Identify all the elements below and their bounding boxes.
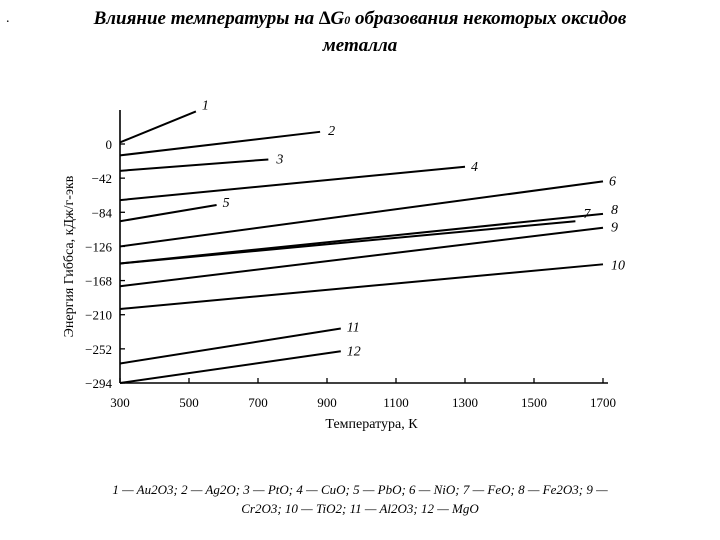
- x-tick-label-5: 1300: [452, 395, 478, 410]
- y-tick-label-1: −42: [92, 171, 112, 186]
- series-line-11: [119, 327, 341, 365]
- series-line-6: [119, 180, 604, 248]
- series-label-2: 2: [328, 124, 335, 139]
- y-tick-label-4: −168: [85, 274, 112, 289]
- series-line-3: [119, 158, 269, 172]
- y-tick-label-7: −294: [85, 376, 112, 391]
- caption-line-1: 1 — Au2O3; 2 — Ag2O; 3 — PtO; 4 — CuO; 5…: [112, 482, 608, 497]
- series-line-8: [119, 212, 604, 265]
- caption-line-2: Cr2O3; 10 — TiO2; 11 — Al2O3; 12 — MgO: [241, 501, 479, 516]
- series-line-5: [119, 203, 217, 223]
- x-tick-label-4: 1100: [383, 395, 409, 410]
- series-line-9: [119, 226, 604, 288]
- title-bullet: .: [6, 11, 10, 26]
- title-line-1: Влияние температуры на ∆G0 образования н…: [0, 6, 720, 33]
- series-label-6: 6: [609, 174, 616, 189]
- series-line-10: [119, 263, 604, 311]
- x-tick-label-1: 500: [179, 395, 199, 410]
- x-tick-label-3: 900: [317, 395, 337, 410]
- title-line-1-part-b: образования некоторых оксидов: [350, 8, 627, 29]
- x-tick-label-0: 300: [110, 395, 130, 410]
- x-tick-label-6: 1500: [521, 395, 547, 410]
- gibbs-energy-chart: 0 −42 −84 −126 −168 −210 −252 −294 300 500 700 900 1…: [62, 98, 625, 432]
- series-line-1: [119, 110, 197, 144]
- x-axis-label: Температура, К: [325, 417, 418, 432]
- y-tick-label-2: −84: [92, 205, 113, 220]
- series-label-11: 11: [347, 321, 360, 336]
- series-label-5: 5: [223, 196, 230, 211]
- y-axis-label: Энергия Гиббса, кДж/г-экв: [62, 175, 77, 337]
- series-label-8: 8: [611, 203, 618, 218]
- title-line-1-part-a: Влияние температуры на ∆G: [93, 8, 345, 29]
- series-label-12: 12: [347, 344, 361, 359]
- chart-caption: 1 — Au2O3; 2 — Ag2O; 3 — PtO; 4 — CuO; 5…: [40, 480, 680, 518]
- y-tick-label-3: −126: [85, 239, 112, 254]
- series-line-12: [119, 350, 341, 384]
- x-tick-label-2: 700: [248, 395, 268, 410]
- series-line-2: [119, 130, 321, 157]
- y-tick-label-0: 0: [106, 137, 113, 152]
- series-label-10: 10: [611, 258, 625, 273]
- series-label-1: 1: [202, 98, 209, 113]
- title-line-2: металла: [322, 35, 398, 56]
- y-tick-label-5: −210: [85, 308, 112, 323]
- x-tick-label-7: 1700: [590, 395, 616, 410]
- series-label-3: 3: [275, 152, 283, 167]
- title-line-1-subscript: 0: [344, 13, 351, 27]
- series-label-9: 9: [611, 221, 618, 236]
- chart-title: . Влияние температуры на ∆G0 образования…: [0, 6, 720, 59]
- series-line-4: [119, 165, 466, 202]
- y-tick-label-6: −252: [85, 342, 112, 357]
- series-label-4: 4: [471, 160, 478, 175]
